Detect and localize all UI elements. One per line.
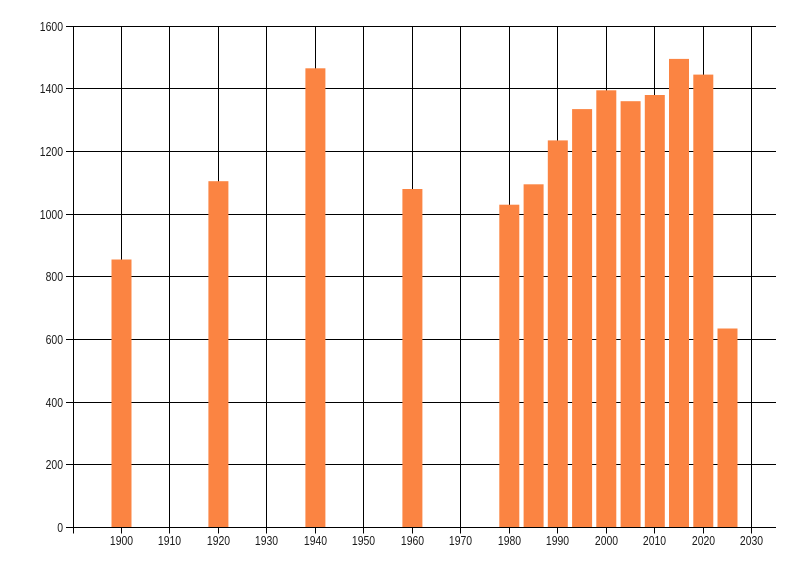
x-tick-label: 2020: [692, 534, 715, 548]
bar-2015: [669, 58, 689, 529]
bar-2005: [620, 101, 641, 528]
y-tick-label: 1400: [40, 82, 63, 96]
bar-1980: [499, 204, 520, 528]
bar-2010: [644, 95, 665, 528]
bar-1940: [305, 68, 326, 529]
x-tick-label: 1920: [207, 534, 230, 548]
x-tick-label: 1970: [449, 534, 472, 548]
x-tick-label: 1940: [304, 534, 327, 548]
bar-2000: [596, 90, 617, 529]
x-tick-label: 1950: [352, 534, 375, 548]
bar-1920: [208, 181, 229, 528]
x-tick-label: 1980: [498, 534, 521, 548]
y-tick-label: 400: [46, 396, 63, 410]
bars: [111, 58, 738, 529]
x-tick-label: 2010: [643, 534, 666, 548]
y-tick-label: 1000: [40, 208, 63, 222]
tick-labels: 0 200 400 600 800 1000 1200 1400 1600 1900 1910 192…: [40, 20, 763, 548]
x-tick-label: 2030: [740, 534, 763, 548]
x-tick-label: 2000: [595, 534, 618, 548]
bar-1960: [402, 189, 423, 528]
bar-1990: [547, 140, 568, 528]
y-tick-label: 1200: [40, 145, 63, 159]
x-tick-label: 1900: [110, 534, 133, 548]
x-tick-label: 1930: [255, 534, 278, 548]
x-tick-label: 1990: [546, 534, 569, 548]
axes: [66, 26, 776, 534]
y-tick-label: 1600: [40, 20, 63, 34]
x-tick-label: 1910: [158, 534, 181, 548]
bar-1900: [111, 259, 132, 528]
y-tick-label: 800: [46, 270, 63, 284]
bar-2025: [717, 328, 738, 528]
bar-1995: [572, 109, 593, 528]
y-tick-label: 200: [46, 458, 63, 472]
bar-2020: [693, 74, 714, 528]
x-tick-label: 1960: [401, 534, 424, 548]
bar-1985: [523, 184, 544, 529]
y-tick-label: 0: [57, 521, 63, 535]
y-tick-label: 600: [46, 333, 63, 347]
